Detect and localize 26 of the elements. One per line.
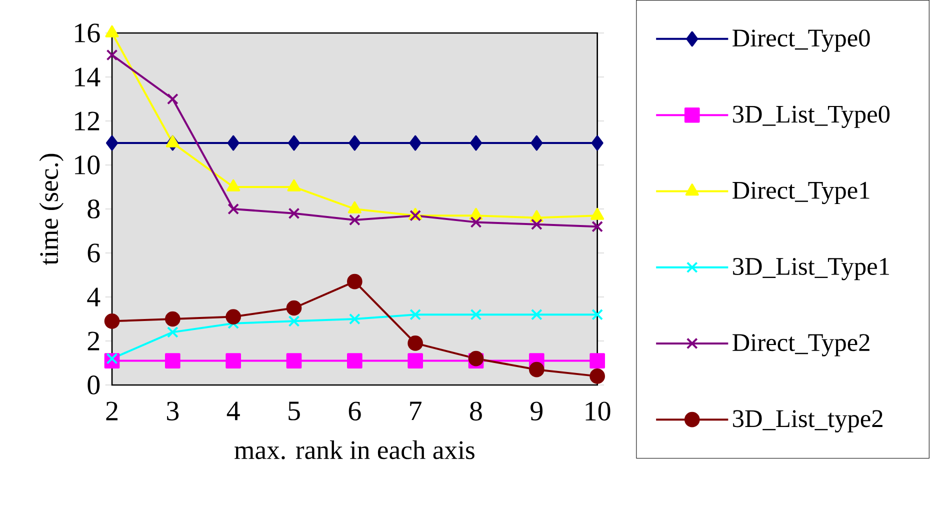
x-tick-label: 2 (106, 402, 118, 420)
y-tick-label: 2 (88, 332, 100, 350)
x-tick-label: 10 (586, 402, 610, 421)
x-tick-label: 5 (288, 402, 300, 420)
x-axis-title: max. rank in each axis (234, 440, 474, 460)
y-tick-label: 8 (88, 200, 100, 218)
y-tick-label: 6 (88, 244, 100, 262)
x-tick-label: 7 (410, 402, 422, 420)
y-tick-label: 14 (75, 68, 100, 86)
x-tick-label: 6 (348, 402, 361, 421)
x-tick-label: 4 (226, 402, 240, 420)
y-tick-label: 4 (87, 288, 100, 306)
y-tick-label: 0 (88, 376, 100, 394)
legend-label: 3D_List_Type1 (733, 258, 889, 280)
legend-label: Direct_Type2 (732, 334, 870, 356)
legend-label: Direct_Type1 (732, 182, 870, 204)
x-tick-label: 9 (530, 402, 543, 421)
y-tick-label: 10 (75, 156, 100, 174)
legend-label: Direct_Type0 (732, 30, 870, 52)
y-axis-title: time (sec.) (39, 154, 64, 266)
legend-label: 3D_List_type2 (733, 410, 882, 432)
y-tick-label: 16 (75, 24, 100, 42)
y-tick-label: 12 (75, 112, 100, 130)
x-tick-label: 8 (470, 402, 482, 421)
x-tick-label: 3 (167, 402, 179, 421)
legend-label: 3D_List_Type0 (733, 106, 890, 128)
